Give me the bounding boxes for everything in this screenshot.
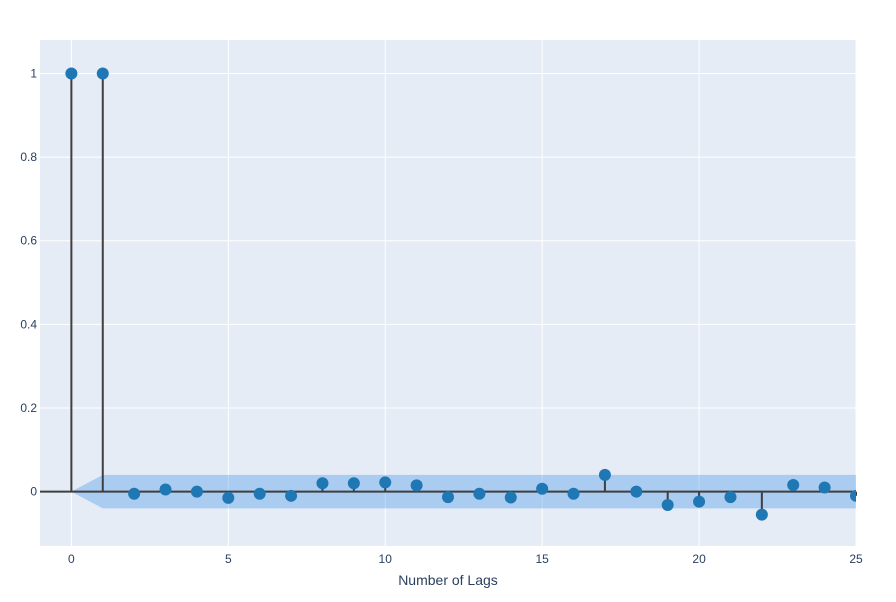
data-point[interactable]: [473, 487, 486, 500]
y-tick-label: 0.4: [20, 317, 37, 331]
data-point[interactable]: [724, 491, 737, 504]
data-point[interactable]: [536, 482, 549, 495]
x-axis-title: Number of Lags: [398, 572, 498, 588]
x-tick-label: 20: [692, 552, 706, 566]
x-tick-label: 10: [379, 552, 393, 566]
data-point[interactable]: [96, 67, 109, 80]
data-point[interactable]: [693, 495, 706, 508]
data-point[interactable]: [222, 491, 235, 504]
y-axis-ticks: 0 0.2 0.4 0.6 0.8 1: [20, 66, 37, 498]
data-point[interactable]: [379, 476, 392, 489]
data-point[interactable]: [661, 499, 674, 512]
data-markers: [65, 67, 862, 521]
x-tick-label: 5: [225, 552, 232, 566]
plot-area-background: [40, 40, 856, 546]
data-point[interactable]: [65, 67, 78, 80]
x-tick-label: 0: [68, 552, 75, 566]
data-point[interactable]: [818, 481, 831, 494]
data-point[interactable]: [755, 508, 768, 521]
data-point[interactable]: [253, 487, 266, 500]
data-point[interactable]: [787, 478, 800, 491]
data-point[interactable]: [410, 479, 423, 492]
data-point[interactable]: [128, 487, 141, 500]
data-point[interactable]: [442, 491, 454, 504]
data-point[interactable]: [598, 468, 611, 481]
x-axis-ticks: 0 5 10 15 20 25: [68, 552, 863, 566]
y-tick-label: 0.6: [20, 234, 37, 248]
y-tick-label: 0: [30, 485, 37, 499]
data-point[interactable]: [316, 477, 329, 490]
data-point[interactable]: [190, 485, 203, 498]
data-point[interactable]: [159, 483, 172, 496]
data-point[interactable]: [850, 489, 862, 502]
y-tick-label: 1: [30, 66, 37, 80]
data-point[interactable]: [347, 477, 360, 490]
data-point[interactable]: [285, 489, 298, 502]
data-point[interactable]: [630, 485, 643, 498]
grid-lines: [40, 40, 857, 546]
data-point[interactable]: [567, 487, 580, 500]
y-tick-label: 0.2: [20, 401, 37, 415]
x-tick-label: 25: [849, 552, 863, 566]
x-tick-label: 15: [535, 552, 549, 566]
data-point[interactable]: [504, 491, 517, 504]
y-tick-label: 0.8: [20, 150, 37, 164]
